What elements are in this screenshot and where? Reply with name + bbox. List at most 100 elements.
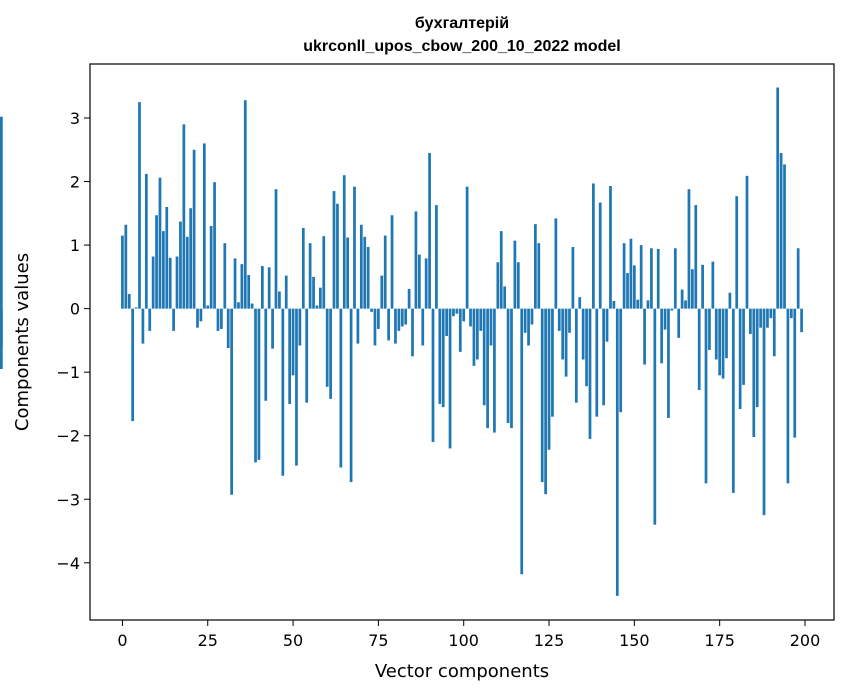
bar-122 xyxy=(537,243,541,309)
bar-166 xyxy=(687,189,691,309)
bar-170 xyxy=(701,264,704,309)
bar-75 xyxy=(377,308,380,329)
bar-192 xyxy=(776,87,780,309)
bar-174 xyxy=(714,308,718,360)
bar-180 xyxy=(735,196,739,309)
bar-104 xyxy=(475,308,479,360)
bar-159 xyxy=(663,308,667,330)
x-tick-label-125: 125 xyxy=(534,631,565,650)
bar-52 xyxy=(298,308,302,346)
bar-17 xyxy=(179,221,182,309)
bar-68 xyxy=(353,186,356,309)
bar-99 xyxy=(458,308,462,352)
bar-49 xyxy=(288,308,292,404)
bar-176 xyxy=(721,308,725,379)
bar-133 xyxy=(574,308,578,403)
bar-44 xyxy=(271,308,274,349)
bar-91 xyxy=(431,308,435,443)
bar-86 xyxy=(414,211,418,309)
bars-group xyxy=(0,87,803,596)
bar-120 xyxy=(530,308,534,325)
bar-112 xyxy=(503,286,507,309)
bar-45 xyxy=(274,189,278,309)
bar-5 xyxy=(138,102,141,309)
bar-124 xyxy=(544,308,547,495)
bar-90 xyxy=(428,152,431,309)
bar-130 xyxy=(564,308,568,377)
bar-125 xyxy=(547,308,551,450)
bar-74 xyxy=(373,308,377,346)
bar-25 xyxy=(206,305,210,309)
bar-128 xyxy=(557,308,561,331)
bar-137 xyxy=(588,308,592,439)
bar-157 xyxy=(656,248,660,309)
x-tick-label-175: 175 xyxy=(704,631,735,650)
x-tick-label-0: 0 xyxy=(117,631,127,650)
bar-106 xyxy=(482,308,486,406)
bar-140 xyxy=(598,202,602,309)
bar-0 xyxy=(121,235,124,309)
y-tick-label--1: −1 xyxy=(56,363,80,382)
bar-173 xyxy=(711,261,715,309)
bar-151 xyxy=(636,299,640,309)
bar-115 xyxy=(513,240,517,309)
bar-19 xyxy=(185,236,189,309)
bar-123 xyxy=(540,308,544,483)
bar-149 xyxy=(629,238,633,309)
bar-62 xyxy=(332,191,336,309)
bar-184 xyxy=(749,308,752,335)
bar-127 xyxy=(554,218,558,309)
bar-126 xyxy=(551,308,554,417)
bar-37 xyxy=(247,274,251,309)
bar-57 xyxy=(315,305,319,309)
bar-8 xyxy=(148,308,152,331)
bar-12 xyxy=(162,231,165,309)
bar-53 xyxy=(301,227,305,309)
bar-39 xyxy=(254,308,257,463)
bar-41 xyxy=(260,266,264,309)
bar-23 xyxy=(199,308,203,322)
bar-20 xyxy=(189,208,193,309)
x-tick-label-100: 100 xyxy=(448,631,479,650)
bar-78 xyxy=(387,308,390,341)
bar-164 xyxy=(680,289,684,309)
bar-199 xyxy=(800,308,803,333)
bar-102 xyxy=(469,308,472,327)
bar-189 xyxy=(766,308,769,328)
bar-185 xyxy=(752,308,756,437)
bar-16 xyxy=(175,256,179,309)
bar-107 xyxy=(486,308,489,429)
bar-36 xyxy=(243,100,247,309)
bar-83 xyxy=(404,308,408,325)
bar-29 xyxy=(220,308,223,329)
bar-51 xyxy=(295,308,298,466)
bar-85 xyxy=(411,308,414,357)
y-tick-label--3: −3 xyxy=(56,490,80,509)
bar-135 xyxy=(581,308,585,360)
bar-181 xyxy=(738,308,742,410)
bar-34 xyxy=(237,302,240,309)
bar-2 xyxy=(127,294,131,309)
bar-50 xyxy=(291,308,295,376)
bar-55 xyxy=(308,243,312,309)
bar-79 xyxy=(390,215,394,309)
bar-169 xyxy=(697,308,701,390)
bar-105 xyxy=(479,308,483,331)
bar-65 xyxy=(342,175,346,309)
bar-61 xyxy=(329,308,332,399)
bar-155 xyxy=(650,248,653,309)
bar-178 xyxy=(728,292,732,309)
bar-18 xyxy=(182,124,186,309)
bar-42 xyxy=(264,308,268,401)
bar-48 xyxy=(284,275,288,309)
bar-175 xyxy=(718,308,722,376)
bar-46 xyxy=(278,291,281,309)
bar-132 xyxy=(571,247,575,309)
bar-139 xyxy=(595,308,599,417)
bar-182 xyxy=(742,308,745,385)
bar-101 xyxy=(465,186,469,309)
bar-26 xyxy=(209,226,213,309)
bar-10 xyxy=(155,215,158,309)
bar-160 xyxy=(667,308,670,418)
